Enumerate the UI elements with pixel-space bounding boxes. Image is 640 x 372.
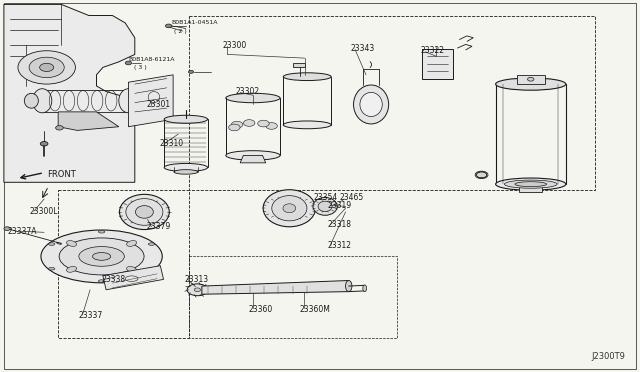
Ellipse shape — [284, 121, 331, 129]
Ellipse shape — [24, 93, 38, 108]
Ellipse shape — [174, 170, 198, 174]
Text: J2300T9: J2300T9 — [591, 352, 625, 361]
Ellipse shape — [164, 115, 207, 124]
Ellipse shape — [40, 141, 48, 146]
Ellipse shape — [266, 123, 277, 129]
Ellipse shape — [127, 266, 136, 272]
Text: 23312: 23312 — [328, 241, 351, 250]
Ellipse shape — [93, 253, 111, 260]
Ellipse shape — [527, 77, 534, 81]
Ellipse shape — [18, 51, 76, 84]
Text: 23322: 23322 — [421, 46, 445, 55]
Ellipse shape — [79, 247, 124, 266]
Text: 23310: 23310 — [159, 139, 183, 148]
Ellipse shape — [272, 196, 307, 221]
Text: 23319: 23319 — [328, 201, 352, 210]
Text: ( 3 ): ( 3 ) — [134, 65, 147, 70]
Ellipse shape — [194, 288, 200, 292]
Ellipse shape — [226, 93, 280, 103]
Bar — [422, 49, 453, 78]
Ellipse shape — [346, 280, 352, 292]
Ellipse shape — [125, 61, 132, 65]
Text: 23360: 23360 — [248, 305, 273, 314]
Text: 23318: 23318 — [328, 221, 351, 230]
Ellipse shape — [187, 284, 207, 296]
Ellipse shape — [164, 163, 207, 171]
Ellipse shape — [226, 151, 280, 160]
Ellipse shape — [49, 267, 55, 270]
Text: 23300L: 23300L — [29, 208, 58, 217]
Ellipse shape — [243, 120, 255, 126]
Ellipse shape — [283, 204, 296, 213]
Ellipse shape — [504, 180, 557, 188]
Ellipse shape — [33, 89, 52, 113]
Ellipse shape — [67, 241, 77, 246]
Ellipse shape — [318, 201, 332, 212]
Text: 23337A: 23337A — [7, 227, 36, 236]
Text: 23300: 23300 — [223, 41, 247, 50]
Ellipse shape — [119, 89, 138, 113]
Ellipse shape — [228, 124, 240, 131]
Polygon shape — [516, 75, 545, 84]
Ellipse shape — [515, 182, 547, 187]
Polygon shape — [293, 62, 305, 67]
Text: 23337: 23337 — [79, 311, 103, 320]
Ellipse shape — [67, 266, 77, 272]
Text: B0B1A1-0451A: B0B1A1-0451A — [172, 20, 218, 25]
Ellipse shape — [258, 120, 269, 127]
Ellipse shape — [56, 126, 63, 130]
Ellipse shape — [40, 63, 54, 71]
Ellipse shape — [120, 194, 170, 230]
Ellipse shape — [284, 73, 331, 81]
Polygon shape — [240, 155, 266, 163]
Ellipse shape — [232, 121, 243, 128]
Text: 23465: 23465 — [339, 193, 364, 202]
Ellipse shape — [59, 238, 144, 275]
Ellipse shape — [360, 92, 382, 116]
Ellipse shape — [99, 280, 105, 282]
Ellipse shape — [49, 243, 55, 246]
Ellipse shape — [127, 241, 136, 246]
Polygon shape — [103, 266, 164, 290]
Ellipse shape — [495, 78, 566, 90]
Ellipse shape — [313, 198, 337, 215]
Polygon shape — [4, 4, 135, 182]
Ellipse shape — [263, 190, 316, 227]
Ellipse shape — [353, 85, 388, 124]
Text: 23338: 23338 — [102, 275, 125, 284]
Ellipse shape — [99, 231, 105, 233]
Polygon shape — [202, 280, 349, 294]
Ellipse shape — [29, 57, 64, 78]
Ellipse shape — [148, 243, 155, 246]
Ellipse shape — [136, 206, 154, 218]
Text: 23301: 23301 — [147, 100, 170, 109]
Ellipse shape — [363, 285, 367, 292]
Ellipse shape — [188, 70, 193, 73]
Ellipse shape — [495, 178, 566, 190]
Text: FRONT: FRONT — [47, 170, 76, 179]
Text: 23313: 23313 — [184, 275, 209, 284]
Ellipse shape — [475, 171, 488, 179]
Ellipse shape — [41, 230, 163, 283]
Text: 23302: 23302 — [236, 87, 260, 96]
Polygon shape — [58, 112, 119, 131]
Ellipse shape — [148, 267, 155, 270]
Polygon shape — [519, 185, 542, 192]
Text: 23354: 23354 — [314, 193, 338, 202]
Ellipse shape — [126, 199, 163, 225]
Polygon shape — [129, 75, 173, 127]
Ellipse shape — [4, 227, 10, 231]
Ellipse shape — [166, 24, 172, 28]
Text: B0B1A8-6121A: B0B1A8-6121A — [129, 58, 175, 62]
Text: 23360M: 23360M — [300, 305, 330, 314]
Text: 23379: 23379 — [147, 222, 170, 231]
Text: ( 2 ): ( 2 ) — [174, 29, 187, 33]
Text: 23343: 23343 — [351, 44, 375, 53]
